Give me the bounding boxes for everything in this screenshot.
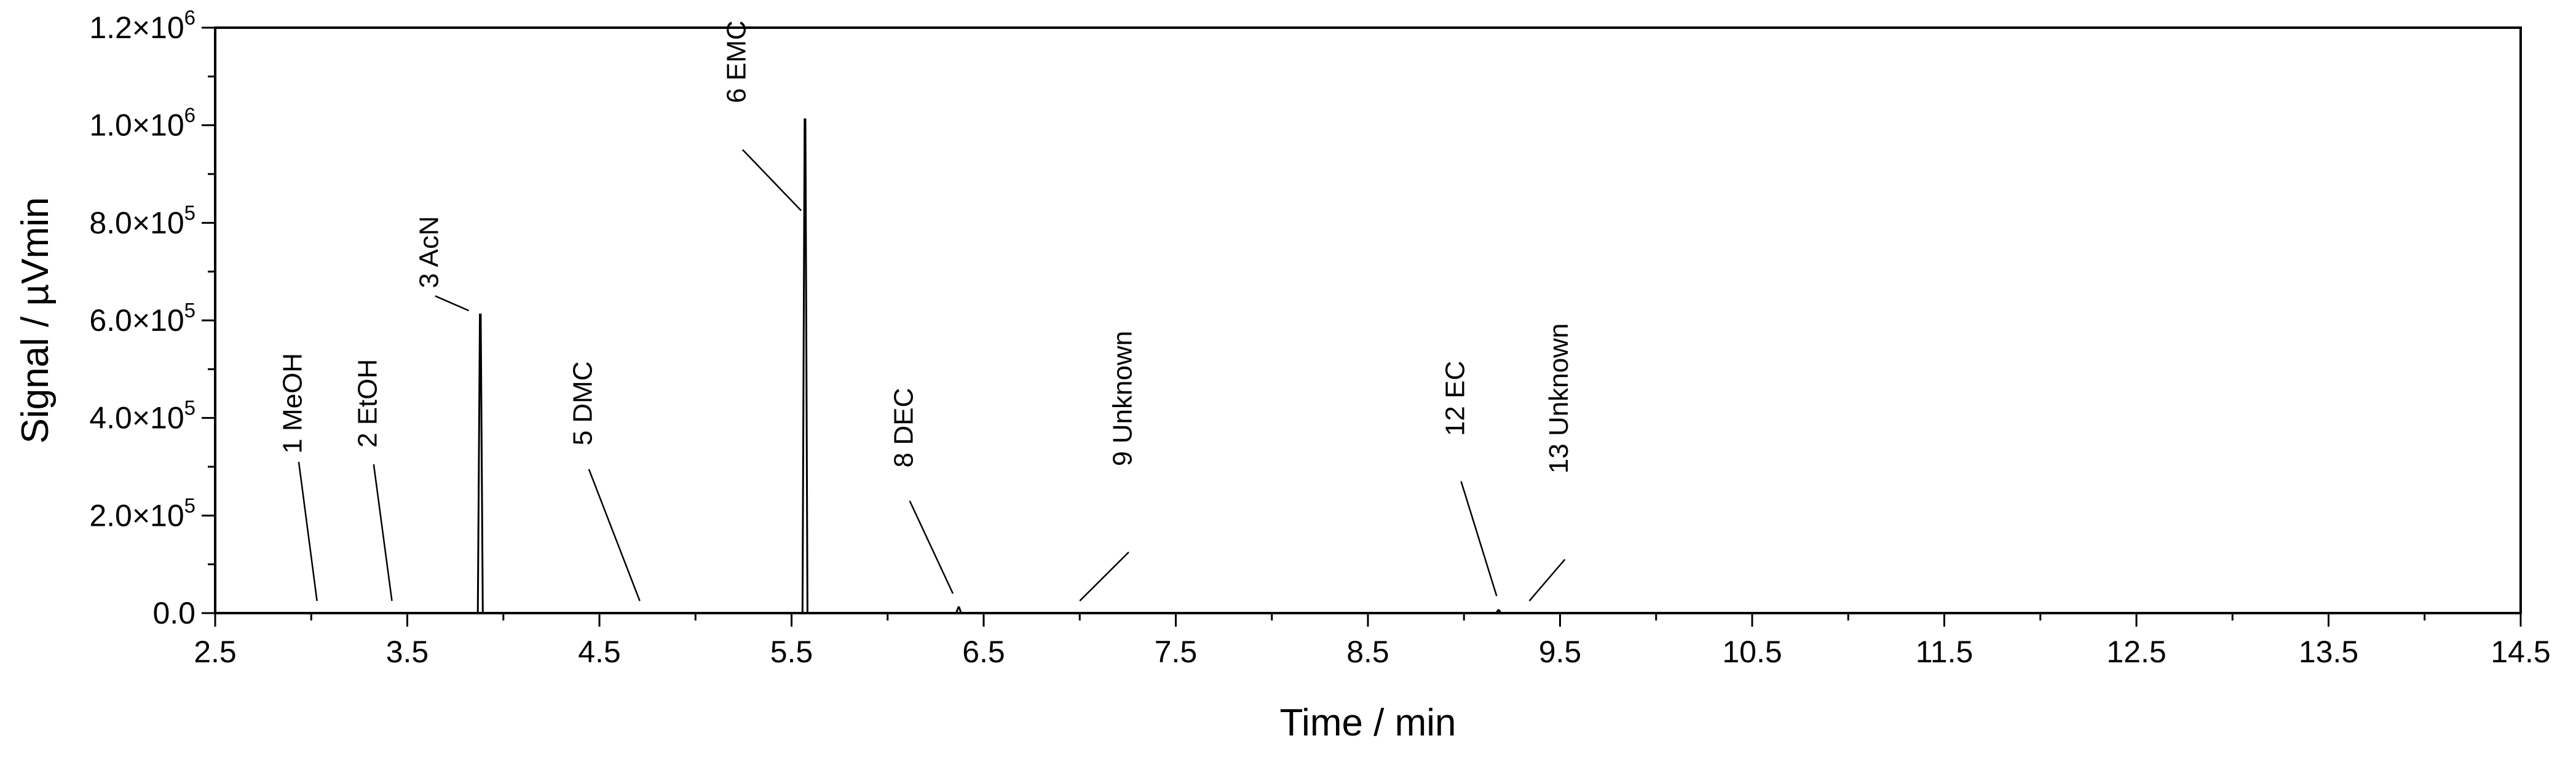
peak-annotations: 1 MeOH 2 EtOH 3 AcN 5 DMC 6 EMC 8 DEC 9 Unknow… [278, 20, 1574, 602]
leader-line [909, 501, 954, 594]
y-tick-label: 4.0×105 [89, 397, 196, 435]
x-tick-label: 2.5 [194, 635, 237, 669]
peak-label: 2 EtOH [353, 359, 383, 448]
y-tick-label: 0.0 [152, 596, 196, 630]
x-tick-label: 7.5 [1155, 635, 1198, 669]
y-tick-label: 8.0×105 [89, 201, 196, 240]
x-tick-label: 9.5 [1539, 635, 1582, 669]
x-tick-label: 6.5 [962, 635, 1005, 669]
signal-trace [215, 118, 2521, 614]
peak-annotation: 6 EMC [722, 20, 802, 212]
plot-frame [214, 26, 2522, 614]
x-tick-label: 13.5 [2299, 635, 2358, 669]
leader-line [588, 469, 641, 601]
x-axis-title: Time / min [1279, 702, 1456, 744]
peak-annotation: 3 AcN [414, 216, 469, 312]
peak-annotation: 12 EC [1440, 361, 1498, 597]
leader-line [1528, 558, 1566, 601]
axis-ticks: 2.5 3.5 4.5 5.5 6.5 7.5 8.5 9.5 10.5 11.5 12.5 13.5… [89, 6, 2550, 669]
peak-label: 3 AcN [414, 216, 444, 288]
leader-line [741, 149, 802, 212]
leader-line [298, 461, 318, 601]
y-tick-label: 2.0×105 [89, 494, 196, 533]
x-tick-label: 3.5 [386, 635, 429, 669]
peak-annotation: 13 Unknown [1528, 323, 1574, 601]
y-tick-label: 6.0×105 [89, 299, 196, 338]
y-axis-title: Signal / µVmin [14, 197, 57, 443]
x-tick-label: 11.5 [1916, 635, 1973, 669]
peak-annotation: 9 Unknown [1079, 331, 1138, 602]
peak-label: 6 EMC [722, 20, 752, 103]
peak-label: 8 DEC [888, 388, 919, 468]
x-tick-label: 4.5 [578, 635, 621, 669]
x-tick-label: 8.5 [1346, 635, 1389, 669]
leader-line [435, 295, 469, 312]
peak-label: 5 DMC [568, 361, 598, 445]
y-tick-label: 1.0×106 [89, 104, 196, 143]
x-tick-label: 14.5 [2491, 635, 2550, 669]
peak-annotation: 1 MeOH [278, 353, 318, 601]
peak-label: 1 MeOH [278, 353, 308, 454]
x-tick-label: 12.5 [2106, 635, 2166, 669]
peak-label: 9 Unknown [1108, 331, 1138, 466]
peak-label: 13 Unknown [1544, 323, 1574, 474]
x-tick-label: 5.5 [770, 635, 813, 669]
leader-line [1460, 481, 1498, 597]
peak-annotation: 5 DMC [568, 361, 641, 601]
y-tick-label: 1.2×106 [89, 6, 196, 45]
peak-label: 12 EC [1440, 361, 1470, 436]
peak-annotation: 8 DEC [888, 388, 954, 594]
leader-line [373, 464, 393, 601]
peak-annotation: 2 EtOH [353, 359, 393, 601]
x-tick-label: 10.5 [1722, 635, 1782, 669]
leader-line [1079, 551, 1129, 602]
